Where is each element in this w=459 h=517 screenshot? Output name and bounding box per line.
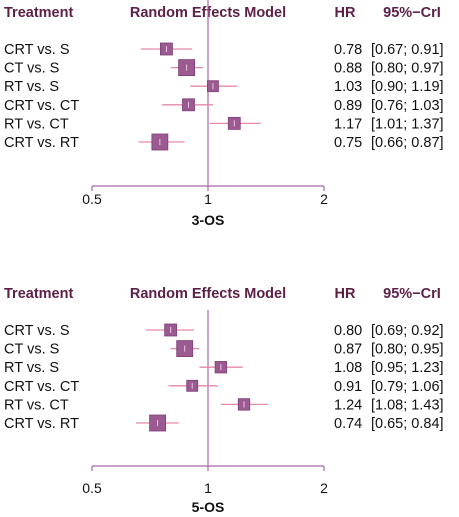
ci-value: [0.69; 0.92]: [371, 323, 444, 339]
hr-value: 1.24: [334, 397, 362, 413]
x-tick-label: 1: [204, 480, 212, 496]
ci-value: [0.66; 0.87]: [371, 135, 444, 151]
ci-value: [0.80; 0.97]: [371, 61, 444, 77]
hr-value: 0.74: [334, 416, 362, 432]
row-label: CT vs. S: [4, 61, 59, 77]
row-label: CRT vs. S: [4, 42, 70, 58]
hr-value: 0.88: [334, 61, 362, 77]
ci-value: [0.95; 1.23]: [371, 360, 444, 376]
header-model: Random Effects Model: [130, 286, 286, 302]
x-tick-label: 0.5: [82, 480, 102, 496]
row-label: RT vs. S: [4, 79, 59, 95]
x-tick-label: 2: [320, 480, 328, 496]
row-label: RT vs. CT: [4, 397, 69, 413]
hr-value: 1.08: [334, 360, 362, 376]
hr-value: 0.80: [334, 323, 362, 339]
ci-value: [0.79; 1.06]: [371, 379, 444, 395]
row-label: CRT vs. S: [4, 323, 70, 339]
header-hr: HR: [335, 286, 356, 302]
header-ci: 95%−CrI: [383, 286, 441, 302]
ci-value: [1.08; 1.43]: [371, 397, 444, 413]
hr-value: 0.78: [334, 42, 362, 58]
row-label: RT vs. S: [4, 360, 59, 376]
ci-value: [0.65; 0.84]: [371, 416, 444, 432]
forest-panel-5os: Treatment Random Effects Model HR 95%−CrI CR…: [4, 286, 444, 515]
row-label: CRT vs. RT: [4, 135, 79, 151]
header-treatment: Treatment: [4, 5, 73, 21]
row-label: CRT vs. RT: [4, 416, 79, 432]
x-tick-label: 1: [204, 191, 212, 207]
x-tick-label: 0.5: [82, 191, 102, 207]
row-label: RT vs. CT: [4, 116, 69, 132]
hr-value: 1.17: [334, 116, 362, 132]
hr-value: 1.03: [334, 79, 362, 95]
forest-panel-3os: Treatment Random Effects Model HR 95%−CrICR…: [4, 0, 444, 228]
row-label: CRT vs. CT: [4, 98, 79, 114]
ci-value: [1.01; 1.37]: [371, 116, 444, 132]
header-ci: 95%−CrI: [383, 5, 441, 21]
header-treatment: Treatment: [4, 286, 73, 302]
hr-value: 0.75: [334, 135, 362, 151]
ci-value: [0.76; 1.03]: [371, 98, 444, 114]
x-tick-label: 2: [320, 191, 328, 207]
ci-value: [0.67; 0.91]: [371, 42, 444, 58]
ci-value: [0.80; 0.95]: [371, 342, 444, 358]
ci-value: [0.90; 1.19]: [371, 79, 444, 95]
hr-value: 0.87: [334, 342, 362, 358]
x-axis-title: 5-OS: [192, 499, 225, 515]
x-axis-title: 3-OS: [192, 212, 225, 228]
row-label: CT vs. S: [4, 342, 59, 358]
row-label: CRT vs. CT: [4, 379, 79, 395]
hr-value: 0.89: [334, 98, 362, 114]
hr-value: 0.91: [334, 379, 362, 395]
header-hr: HR: [335, 5, 356, 21]
